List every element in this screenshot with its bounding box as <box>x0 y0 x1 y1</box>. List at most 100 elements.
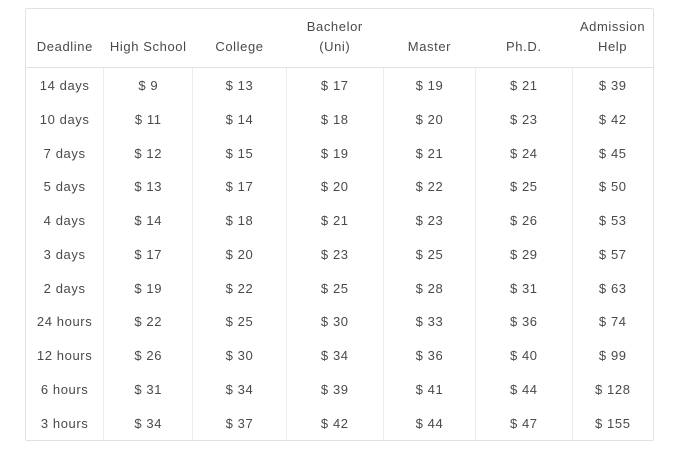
cell-phd-price: $ 25 <box>475 169 573 204</box>
cell-phd-price: $ 47 <box>475 406 573 440</box>
cell-high-school-price: $ 34 <box>103 406 193 440</box>
cell-master-price: $ 19 <box>382 67 476 103</box>
cell-master-price: $ 41 <box>382 372 476 407</box>
header-cell-phd: Ph.D. <box>475 9 573 68</box>
cell-high-school-price: $ 13 <box>103 169 193 204</box>
cell-master-price: $ 44 <box>382 406 476 440</box>
cell-college-price: $ 37 <box>192 406 287 440</box>
header-label-line: Deadline <box>36 38 93 54</box>
header-label-line: Bachelor <box>306 18 363 34</box>
cell-college-price: $ 22 <box>192 271 287 305</box>
table-row: 2 days $ 19 $ 22 $ 25 $ 28 $ 31 $ 63 <box>26 271 653 305</box>
cell-college-price: $ 20 <box>192 237 287 272</box>
cell-deadline: 5 days <box>43 179 86 195</box>
cell-high-school-price: $ 9 <box>103 67 193 103</box>
cell-college-price: $ 25 <box>192 304 287 339</box>
pricing-table-header: Deadline High School College Bachelor (Uni) M… <box>26 9 653 68</box>
cell-admission-help-price: $ 50 <box>571 169 653 204</box>
cell-bachelor-uni-price: $ 23 <box>285 237 384 272</box>
table-row: 7 days $ 12 $ 15 $ 19 $ 21 $ 24 $ 45 <box>26 136 653 170</box>
cell-bachelor-uni-price: $ 18 <box>285 102 384 137</box>
cell-college-price: $ 30 <box>192 338 287 373</box>
cell-master-price: $ 36 <box>382 338 476 373</box>
cell-high-school-price: $ 12 <box>103 136 193 170</box>
cell-master-price: $ 33 <box>382 304 476 339</box>
header-row: Deadline High School College Bachelor (Uni) M… <box>26 9 653 68</box>
cell-high-school-price: $ 19 <box>103 271 193 305</box>
cell-high-school-price: $ 22 <box>103 304 193 339</box>
header-cell-master: Master <box>383 9 476 68</box>
cell-bachelor-uni-price: $ 19 <box>285 136 384 170</box>
cell-bachelor-uni-price: $ 42 <box>285 406 384 440</box>
cell-admission-help-price: $ 57 <box>571 237 653 272</box>
cell-admission-help-price: $ 42 <box>571 102 653 137</box>
cell-phd-price: $ 31 <box>475 271 573 305</box>
header-label-line: High School <box>109 38 187 54</box>
cell-high-school-price: $ 26 <box>103 338 193 373</box>
cell-deadline: 4 days <box>43 213 86 228</box>
cell-college-price: $ 34 <box>192 372 287 407</box>
cell-deadline: 6 hours <box>40 381 89 397</box>
cell-deadline: 2 days <box>43 280 86 296</box>
cell-deadline: 24 hours <box>36 314 93 330</box>
cell-college-price: $ 13 <box>192 67 287 103</box>
cell-admission-help-price: $ 45 <box>571 136 653 170</box>
cell-master-price: $ 21 <box>382 136 476 170</box>
table-row: 10 days $ 11 $ 14 $ 18 $ 20 $ 23 $ 42 <box>26 102 653 137</box>
header-label-line: Help <box>597 38 628 54</box>
cell-admission-help-price: $ 63 <box>571 271 653 305</box>
cell-phd-price: $ 21 <box>475 67 573 103</box>
cell-bachelor-uni-price: $ 25 <box>285 271 384 305</box>
cell-master-price: $ 22 <box>382 169 476 204</box>
cell-deadline: 12 hours <box>36 348 93 363</box>
cell-admission-help-price: $ 53 <box>571 203 653 238</box>
cell-college-price: $ 15 <box>192 136 287 170</box>
table-row: 4 days $ 14 $ 18 $ 21 $ 23 $ 26 $ 53 <box>26 203 653 238</box>
cell-high-school-price: $ 14 <box>103 203 193 238</box>
cell-high-school-price: $ 11 <box>103 102 193 137</box>
header-cell-high-school: High School <box>103 9 193 68</box>
cell-college-price: $ 18 <box>192 203 287 238</box>
cell-phd-price: $ 23 <box>475 102 573 137</box>
cell-phd-price: $ 44 <box>475 372 573 407</box>
header-cell-deadline: Deadline <box>26 9 104 68</box>
pricing-table: Deadline High School College Bachelor (Uni) M… <box>25 8 654 441</box>
table-row: 5 days $ 13 $ 17 $ 20 $ 22 $ 25 $ 50 <box>26 169 653 204</box>
cell-bachelor-uni-price: $ 17 <box>285 67 384 103</box>
cell-admission-help-price: $ 128 <box>571 372 653 407</box>
cell-bachelor-uni-price: $ 30 <box>285 304 384 339</box>
cell-phd-price: $ 40 <box>475 338 573 373</box>
header-cell-bachelor-uni: Bachelor (Uni) <box>286 9 384 68</box>
header-cell-college: College <box>192 9 287 68</box>
cell-deadline: 3 days <box>43 246 86 262</box>
cell-deadline: 3 hours <box>40 415 89 431</box>
cell-admission-help-price: $ 99 <box>571 338 653 373</box>
cell-master-price: $ 25 <box>382 237 476 272</box>
cell-deadline: 14 days <box>39 77 90 93</box>
cell-master-price: $ 28 <box>382 271 476 305</box>
cell-deadline: 10 days <box>39 111 90 127</box>
table-row: 12 hours $ 26 $ 30 $ 34 $ 36 $ 40 $ 99 <box>26 338 653 373</box>
cell-deadline: 7 days <box>43 145 86 161</box>
table-row: 6 hours $ 31 $ 34 $ 39 $ 41 $ 44 $ 128 <box>26 372 653 407</box>
header-label-line: Ph.D. <box>506 38 542 54</box>
pricing-table-grid: Deadline High School College Bachelor (Uni) M… <box>26 9 653 440</box>
table-row: 3 hours $ 34 $ 37 $ 42 $ 44 $ 47 $ 155 <box>26 406 653 440</box>
header-label-line: Admission <box>579 18 646 34</box>
table-row: 14 days $ 9 $ 13 $ 17 $ 19 $ 21 $ 39 <box>26 67 653 103</box>
cell-college-price: $ 17 <box>192 169 287 204</box>
table-row: 3 days $ 17 $ 20 $ 23 $ 25 $ 29 $ 57 <box>26 237 653 272</box>
header-label-line: (Uni) <box>319 38 351 54</box>
cell-phd-price: $ 29 <box>475 237 573 272</box>
cell-college-price: $ 14 <box>192 102 287 137</box>
cell-master-price: $ 20 <box>382 102 476 137</box>
cell-bachelor-uni-price: $ 39 <box>285 372 384 407</box>
cell-phd-price: $ 26 <box>475 203 573 238</box>
pricing-table-body: 14 days $ 9 $ 13 $ 17 $ 19 $ 21 $ 39 10 days $ 1… <box>26 67 653 440</box>
cell-phd-price: $ 24 <box>475 136 573 170</box>
cell-high-school-price: $ 17 <box>103 237 193 272</box>
header-label-line: College <box>215 38 264 54</box>
header-cell-admission-help: Admission Help <box>572 9 653 68</box>
cell-bachelor-uni-price: $ 20 <box>285 169 384 204</box>
cell-admission-help-price: $ 155 <box>571 406 653 440</box>
